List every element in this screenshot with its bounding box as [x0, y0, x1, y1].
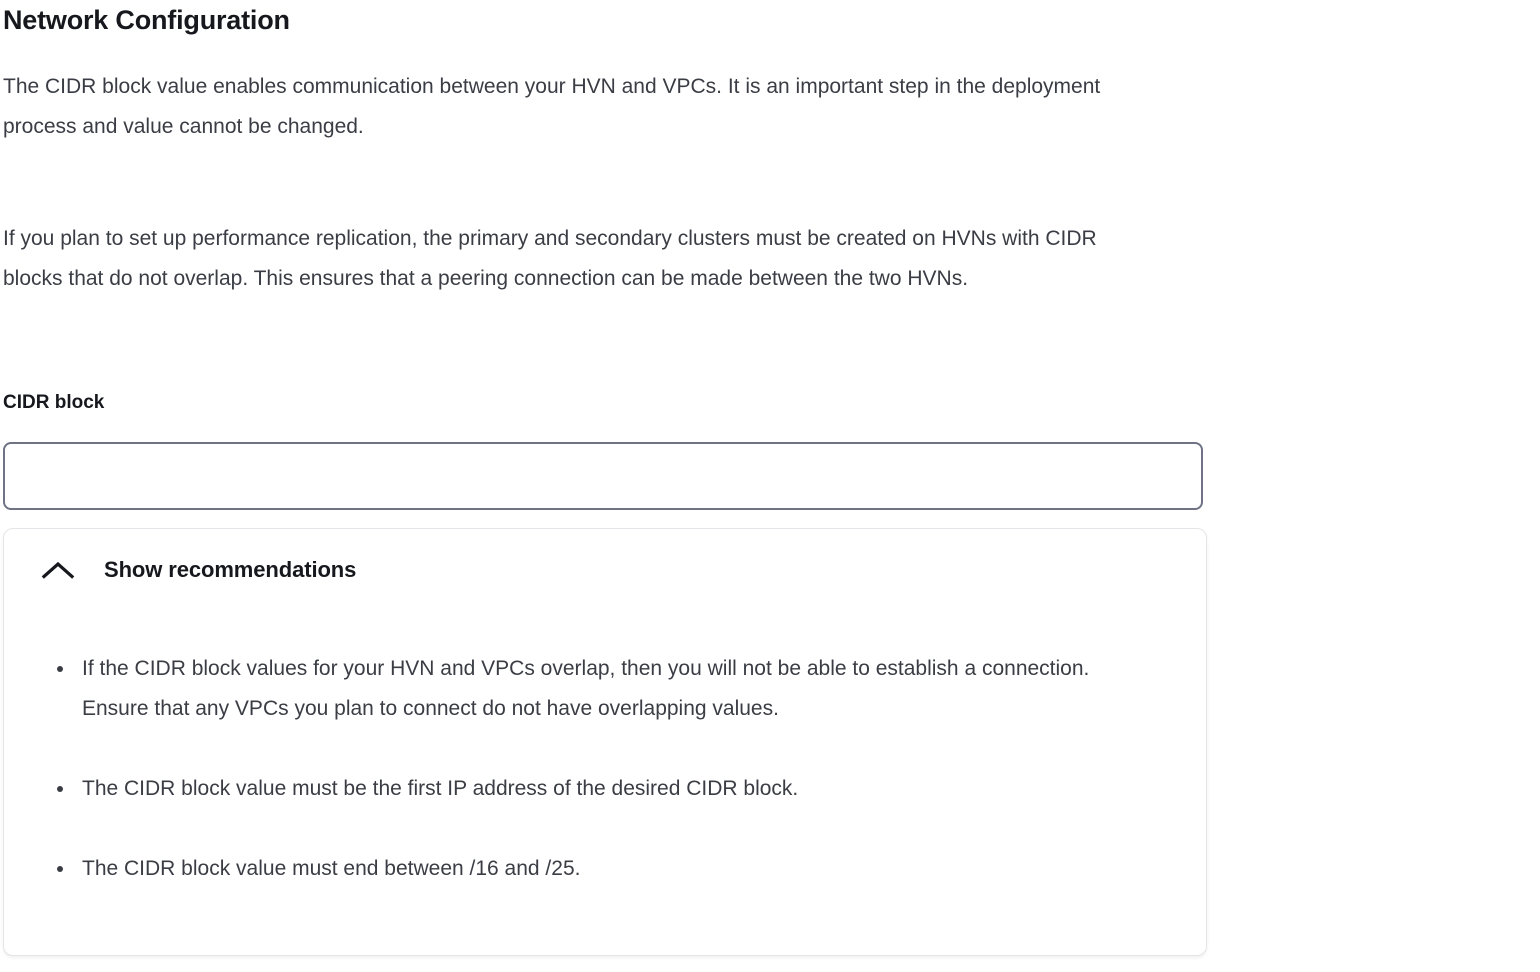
- cidr-block-input[interactable]: [3, 442, 1203, 510]
- list-item-text: If the CIDR block values for your HVN an…: [82, 657, 1090, 720]
- bullet-icon: [57, 866, 63, 872]
- intro-text-block: The CIDR block value enables communicati…: [3, 67, 1113, 299]
- list-item-text: The CIDR block value must end between /1…: [82, 857, 581, 880]
- list-item-text: The CIDR block value must be the first I…: [82, 777, 799, 800]
- recommendations-card: Show recommendations If the CIDR block v…: [3, 528, 1207, 956]
- show-recommendations-toggle[interactable]: Show recommendations: [4, 557, 356, 583]
- recommendations-list: If the CIDR block values for your HVN an…: [4, 649, 1206, 889]
- page-title: Network Configuration: [3, 5, 290, 35]
- list-item: If the CIDR block values for your HVN an…: [4, 649, 1206, 729]
- bullet-icon: [57, 666, 63, 672]
- intro-paragraph-1: The CIDR block value enables communicati…: [3, 75, 1101, 138]
- list-item: The CIDR block value must end between /1…: [4, 849, 1206, 889]
- bullet-icon: [57, 786, 63, 792]
- cidr-block-label: CIDR block: [3, 392, 105, 413]
- intro-paragraph-2: If you plan to set up performance replic…: [3, 227, 1097, 290]
- chevron-up-icon: [32, 559, 84, 581]
- show-recommendations-label: Show recommendations: [104, 557, 357, 582]
- paragraph-spacer: [3, 147, 1113, 219]
- list-item: The CIDR block value must be the first I…: [4, 769, 1206, 809]
